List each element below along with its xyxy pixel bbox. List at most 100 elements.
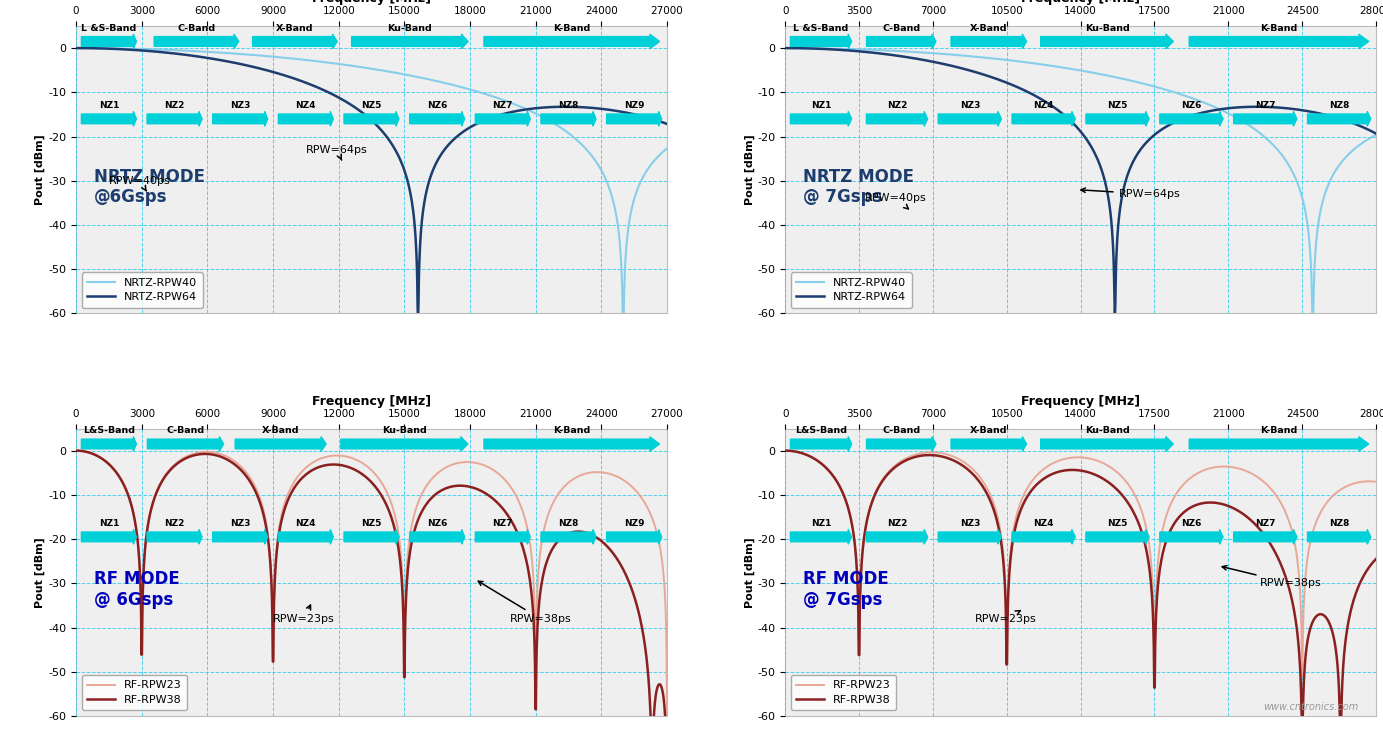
Text: K-Band: K-Band [1260,426,1297,436]
X-axis label: Frequency [MHz]: Frequency [MHz] [313,395,431,407]
Text: L&S-Band: L&S-Band [795,426,846,436]
Text: L &S-Band: L &S-Band [794,24,849,33]
Text: NZ2: NZ2 [165,519,185,528]
FancyArrow shape [344,530,400,544]
Y-axis label: Pout [dBm]: Pout [dBm] [35,537,46,608]
Text: K-Band: K-Band [553,426,591,436]
RF-RPW23 [465,458,481,467]
FancyArrow shape [476,530,530,544]
Text: NZ1: NZ1 [810,101,831,110]
Text: NZ2: NZ2 [887,101,907,110]
Text: X-Band: X-Band [261,426,300,436]
RF-RPW23 [481,464,498,473]
NRTZ-RPW40 [1304,313,1321,322]
Line: NRTZ-RPW64: NRTZ-RPW64 [76,48,667,318]
Y-axis label: Pout [dBm]: Pout [dBm] [744,134,755,205]
Text: NZ8: NZ8 [559,519,578,528]
Text: Ku-Band: Ku-Band [1084,24,1130,33]
NRTZ-RPW40 [1368,131,1383,139]
NRTZ-RPW40 [378,67,394,76]
NRTZ-RPW40 [614,313,631,322]
FancyArrow shape [952,437,1026,451]
FancyArrow shape [938,111,1001,126]
NRTZ-RPW64 [329,92,346,101]
NRTZ-RPW40 [925,49,942,58]
NRTZ-RPW40 [199,47,216,56]
FancyArrow shape [154,34,239,49]
Y-axis label: Pout [dBm]: Pout [dBm] [744,537,755,608]
Text: RPW=38ps: RPW=38ps [479,581,571,624]
RF-RPW23 [777,446,794,455]
RF-RPW38 [465,483,481,492]
RF-RPW38 [1159,535,1176,544]
Text: NZ2: NZ2 [887,519,907,528]
Text: RPW=40ps: RPW=40ps [866,194,927,209]
NRTZ-RPW40 [463,85,480,94]
FancyArrow shape [952,34,1026,49]
Text: NZ9: NZ9 [624,101,644,110]
FancyArrow shape [484,34,660,49]
FancyArrow shape [82,34,137,49]
Text: NZ3: NZ3 [960,101,981,110]
FancyArrow shape [484,437,660,451]
NRTZ-RPW64 [465,122,481,131]
X-axis label: Frequency [MHz]: Frequency [MHz] [1021,395,1140,407]
FancyArrow shape [867,437,936,451]
RF-RPW38 [777,446,794,455]
RF-RPW23 [1353,477,1369,486]
RF-RPW23 [329,451,346,460]
RF-RPW23 [1072,453,1088,462]
Legend: NRTZ-RPW40, NRTZ-RPW64: NRTZ-RPW40, NRTZ-RPW64 [791,272,911,308]
Text: X-Band: X-Band [277,24,314,33]
Text: L&S-Band: L&S-Band [83,426,136,436]
RF-RPW23 [199,447,216,456]
Text: NRTZ MODE
@6Gsps: NRTZ MODE @6Gsps [94,168,205,206]
Text: NZ4: NZ4 [1033,519,1054,528]
FancyArrow shape [213,111,268,126]
FancyArrow shape [938,530,1001,544]
NRTZ-RPW64 [779,44,795,53]
NRTZ-RPW40 [68,44,84,53]
Text: NZ5: NZ5 [1108,519,1127,528]
FancyArrow shape [213,530,268,544]
Text: NZ1: NZ1 [810,519,831,528]
Text: NZ8: NZ8 [1329,519,1350,528]
Line: RF-RPW23: RF-RPW23 [76,450,667,720]
Text: X-Band: X-Band [969,426,1008,436]
NRTZ-RPW64 [409,313,426,322]
Text: NZ6: NZ6 [427,101,447,110]
Text: NZ4: NZ4 [1033,101,1054,110]
Text: RF MODE
@ 6Gsps: RF MODE @ 6Gsps [94,570,180,609]
FancyArrow shape [1189,437,1369,451]
FancyArrow shape [1086,530,1149,544]
Text: RPW=38ps: RPW=38ps [1223,565,1322,588]
RF-RPW23 [658,716,675,725]
RF-RPW38 [1072,466,1088,475]
RF-RPW38 [643,716,660,725]
Text: NZ5: NZ5 [1108,101,1127,110]
Text: NZ8: NZ8 [1329,101,1350,110]
NRTZ-RPW64 [68,44,84,53]
RF-RPW38 [779,446,795,455]
NRTZ-RPW64 [1368,129,1383,138]
Text: Ku-Band: Ku-Band [387,24,433,33]
Text: NZ7: NZ7 [1254,519,1275,528]
FancyArrow shape [351,34,467,49]
FancyArrow shape [1012,530,1076,544]
RF-RPW38 [378,499,394,508]
RF-RPW23 [1070,453,1087,462]
NRTZ-RPW64 [463,122,480,131]
NRTZ-RPW40 [1070,65,1087,74]
FancyArrow shape [409,530,465,544]
Text: NZ5: NZ5 [361,101,382,110]
Line: RF-RPW23: RF-RPW23 [786,450,1376,677]
Text: Ku-Band: Ku-Band [382,426,427,436]
FancyArrow shape [866,530,928,544]
RF-RPW38 [925,451,942,460]
Legend: RF-RPW23, RF-RPW38: RF-RPW23, RF-RPW38 [791,675,896,711]
RF-RPW23 [925,448,942,457]
Text: Ku-Band: Ku-Band [1084,426,1130,436]
Text: X-Band: X-Band [969,24,1008,33]
Text: RPW=64ps: RPW=64ps [1082,188,1180,199]
FancyArrow shape [147,530,202,544]
